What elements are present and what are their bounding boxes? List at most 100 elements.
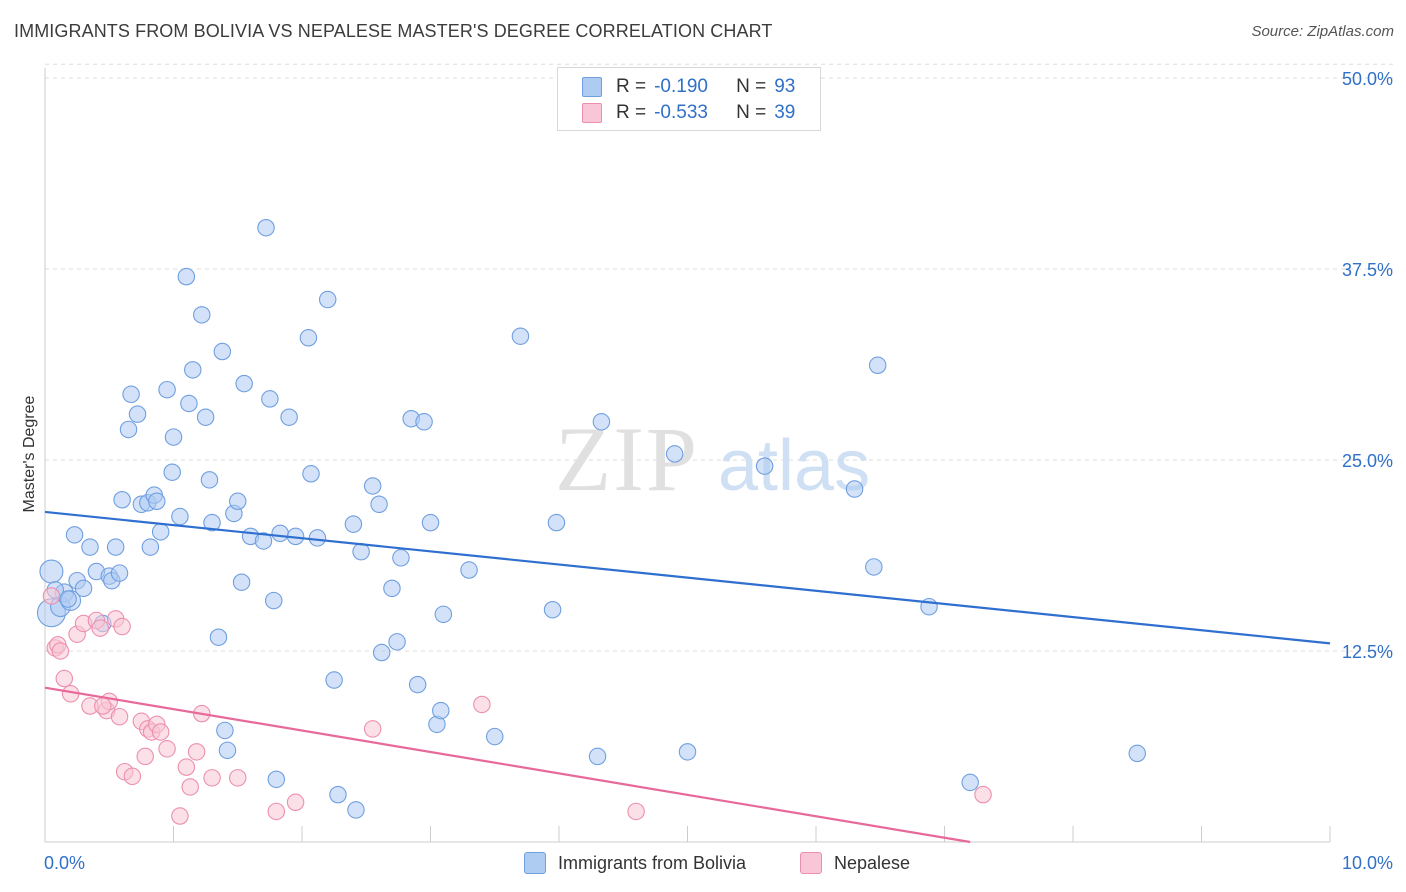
point-bolivia — [180, 394, 198, 413]
point-bolivia — [74, 579, 93, 598]
point-bolivia — [141, 538, 160, 556]
stats-legend: R = -0.190 N = 93 R = -0.533 N = 39 — [557, 67, 821, 131]
data-points — [36, 218, 1147, 825]
point-bolivia — [408, 675, 427, 694]
point-nepalese — [974, 785, 992, 804]
point-bolivia — [588, 747, 607, 766]
point-bolivia — [59, 590, 77, 608]
point-bolivia — [213, 342, 232, 361]
point-bolivia — [865, 558, 883, 576]
y-tick-label: 37.5% — [1342, 260, 1393, 280]
point-bolivia — [216, 721, 234, 740]
point-bolivia — [592, 413, 611, 431]
point-bolivia — [868, 356, 887, 375]
bottom-legend-label: Nepalese — [834, 852, 911, 873]
point-bolivia — [177, 267, 196, 286]
point-bolivia — [388, 633, 406, 651]
point-nepalese — [473, 695, 491, 714]
bottom-legend-nepalese: Nepalese — [800, 852, 910, 874]
point-bolivia — [347, 801, 365, 819]
point-nepalese — [627, 802, 645, 821]
r-value: -0.190 — [654, 76, 708, 97]
point-bolivia — [678, 743, 697, 761]
point-bolivia — [329, 785, 347, 804]
point-bolivia — [547, 513, 566, 532]
point-bolivia — [209, 628, 228, 646]
point-nepalese — [203, 769, 221, 787]
point-bolivia — [432, 701, 450, 720]
point-bolivia — [308, 529, 327, 547]
point-bolivia — [271, 524, 289, 543]
source-label: Source: ZipAtlas.com — [1251, 23, 1394, 40]
bottom-legend-label: Immigrants from Bolivia — [558, 852, 747, 873]
trend-lines — [44, 510, 1331, 844]
point-nepalese — [151, 723, 170, 741]
point-bolivia — [122, 385, 140, 404]
point-nepalese — [136, 747, 154, 766]
point-bolivia — [232, 573, 251, 591]
point-nepalese — [267, 802, 286, 821]
point-bolivia — [163, 463, 181, 481]
point-bolivia — [372, 643, 391, 662]
n-value: 93 — [774, 76, 796, 97]
point-bolivia — [81, 538, 99, 556]
point-bolivia — [196, 408, 215, 426]
point-bolivia — [254, 532, 273, 550]
point-bolivia — [229, 492, 247, 511]
point-bolivia — [961, 773, 979, 792]
x-tick-label: 0.0% — [44, 853, 85, 873]
point-bolivia — [106, 538, 125, 556]
point-bolivia — [267, 770, 286, 789]
point-nepalese — [187, 743, 206, 761]
point-bolivia — [299, 329, 318, 347]
legend-row-bolivia: R = -0.190 N = 93 — [582, 74, 795, 100]
point-bolivia — [235, 374, 253, 393]
point-nepalese — [286, 793, 305, 812]
point-bolivia — [370, 495, 388, 514]
y-tick-label: 50.0% — [1342, 69, 1393, 89]
n-value: 39 — [774, 102, 796, 123]
r-label: R = — [616, 76, 647, 97]
n-label: N = — [736, 76, 767, 97]
legend-row-nepalese: R = -0.533 N = 39 — [582, 100, 795, 126]
point-bolivia — [511, 327, 530, 345]
point-nepalese — [158, 740, 176, 758]
point-bolivia — [302, 465, 320, 483]
point-bolivia — [261, 390, 279, 408]
point-bolivia — [363, 477, 382, 495]
point-bolivia — [434, 605, 453, 624]
point-bolivia — [113, 490, 131, 509]
point-nepalese — [363, 720, 382, 738]
point-nepalese — [94, 697, 112, 715]
point-bolivia — [119, 420, 138, 439]
tick-labels: 12.5% 25.0% 37.5% 50.0% 0.0% 10.0% — [44, 69, 1393, 873]
point-nepalese — [181, 778, 199, 796]
point-nepalese — [110, 707, 129, 726]
point-bolivia — [128, 405, 147, 423]
point-bolivia — [158, 380, 176, 399]
legend-swatch-nepalese — [582, 103, 602, 123]
point-nepalese — [51, 642, 70, 660]
point-bolivia — [65, 526, 84, 544]
point-bolivia — [415, 413, 433, 431]
point-nepalese — [55, 669, 74, 688]
point-bolivia — [184, 361, 202, 379]
point-bolivia — [148, 492, 166, 511]
point-bolivia — [421, 513, 440, 532]
watermark-atlas: atlas — [718, 426, 870, 506]
point-bolivia — [383, 579, 401, 598]
point-bolivia — [164, 428, 183, 446]
point-bolivia — [264, 591, 283, 610]
n-label: N = — [736, 102, 767, 123]
point-nepalese — [171, 807, 189, 825]
point-bolivia — [39, 559, 64, 584]
bottom-swatch-bolivia — [524, 852, 546, 874]
point-nepalese — [113, 617, 131, 636]
point-bolivia — [344, 515, 363, 533]
point-bolivia — [665, 445, 684, 463]
r-value: -0.533 — [654, 102, 708, 123]
gridlines — [45, 63, 1395, 652]
x-tick-label: 10.0% — [1342, 853, 1393, 873]
trend-line-bolivia — [44, 510, 1331, 645]
